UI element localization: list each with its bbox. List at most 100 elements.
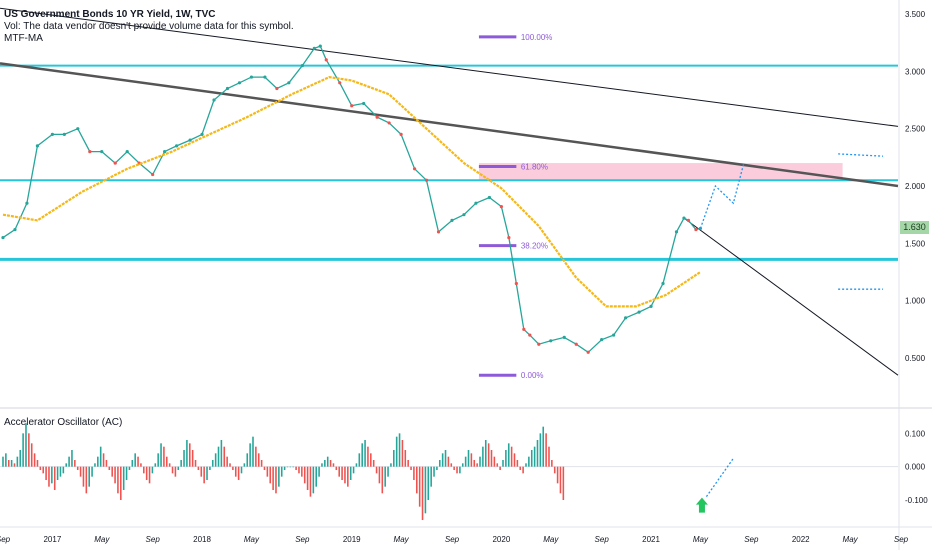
- price-point[interactable]: [275, 86, 279, 91]
- oscillator-title[interactable]: Accelerator Oscillator (AC): [4, 417, 123, 428]
- osc-bar[interactable]: [545, 433, 547, 467]
- osc-bar[interactable]: [490, 450, 493, 467]
- osc-bar[interactable]: [318, 466, 320, 477]
- osc-bar[interactable]: [315, 466, 318, 487]
- projection-path[interactable]: [699, 162, 745, 229]
- osc-bar[interactable]: [71, 450, 73, 467]
- osc-bar[interactable]: [393, 450, 395, 467]
- osc-bar[interactable]: [125, 466, 128, 480]
- osc-bar[interactable]: [128, 466, 131, 470]
- osc-bar[interactable]: [2, 456, 4, 467]
- price-point[interactable]: [686, 218, 691, 222]
- osc-bar[interactable]: [542, 426, 545, 467]
- osc-bar[interactable]: [487, 443, 490, 467]
- price-point[interactable]: [600, 338, 604, 342]
- osc-bar[interactable]: [464, 456, 467, 467]
- osc-bar[interactable]: [295, 466, 297, 470]
- osc-bar[interactable]: [528, 456, 530, 467]
- osc-bar[interactable]: [157, 453, 159, 467]
- osc-bar[interactable]: [301, 466, 303, 477]
- osc-bar[interactable]: [476, 463, 478, 467]
- osc-bar[interactable]: [361, 443, 363, 467]
- osc-bar[interactable]: [114, 466, 116, 484]
- osc-bar[interactable]: [447, 456, 450, 467]
- osc-bar[interactable]: [33, 453, 36, 467]
- price-point[interactable]: [474, 201, 478, 205]
- osc-bar[interactable]: [358, 453, 361, 467]
- price-point[interactable]: [212, 98, 216, 102]
- osc-bar[interactable]: [536, 440, 539, 467]
- osc-bar[interactable]: [482, 446, 484, 467]
- osc-bar[interactable]: [378, 466, 381, 484]
- osc-bar[interactable]: [252, 436, 254, 467]
- price-point[interactable]: [175, 144, 179, 148]
- osc-bar[interactable]: [335, 466, 338, 470]
- osc-bar[interactable]: [349, 466, 352, 480]
- osc-bar[interactable]: [177, 466, 180, 470]
- osc-bar[interactable]: [13, 463, 16, 467]
- osc-bar[interactable]: [522, 466, 524, 474]
- osc-bar[interactable]: [329, 460, 332, 467]
- osc-bar[interactable]: [418, 466, 421, 507]
- osc-bar[interactable]: [255, 446, 257, 467]
- osc-bar[interactable]: [165, 456, 168, 467]
- osc-bar[interactable]: [143, 466, 145, 474]
- osc-bar[interactable]: [370, 453, 372, 467]
- osc-bar[interactable]: [548, 446, 550, 467]
- osc-bar[interactable]: [562, 466, 565, 500]
- osc-bar[interactable]: [260, 460, 263, 467]
- osc-bar[interactable]: [453, 466, 455, 470]
- osc-bar[interactable]: [16, 456, 19, 467]
- osc-bar[interactable]: [459, 466, 461, 474]
- price-point[interactable]: [507, 236, 511, 240]
- price-point[interactable]: [462, 213, 466, 217]
- osc-bar[interactable]: [372, 460, 375, 467]
- osc-bar[interactable]: [551, 460, 553, 467]
- osc-bar[interactable]: [516, 460, 519, 467]
- osc-bar[interactable]: [303, 466, 306, 484]
- price-point[interactable]: [13, 227, 17, 232]
- osc-bar[interactable]: [171, 466, 174, 474]
- price-point[interactable]: [694, 227, 698, 232]
- osc-bar[interactable]: [407, 460, 409, 467]
- osc-bar[interactable]: [424, 466, 427, 514]
- price-point[interactable]: [522, 327, 526, 331]
- osc-bar[interactable]: [22, 433, 24, 467]
- osc-bar[interactable]: [416, 466, 418, 494]
- osc-bar[interactable]: [53, 466, 56, 490]
- osc-bar[interactable]: [283, 466, 286, 470]
- trend-line[interactable]: [0, 7, 899, 127]
- osc-bar[interactable]: [430, 466, 432, 487]
- osc-bar[interactable]: [338, 466, 340, 477]
- price-point[interactable]: [549, 339, 553, 343]
- osc-bar[interactable]: [99, 446, 102, 467]
- osc-bar[interactable]: [148, 466, 151, 484]
- osc-bar[interactable]: [211, 460, 214, 467]
- osc-bar[interactable]: [186, 440, 188, 467]
- price-point[interactable]: [424, 178, 429, 182]
- osc-bar[interactable]: [292, 466, 295, 468]
- price-point[interactable]: [586, 350, 590, 354]
- osc-bar[interactable]: [10, 460, 13, 467]
- osc-bar[interactable]: [539, 433, 542, 467]
- osc-bar[interactable]: [519, 466, 522, 470]
- osc-bar[interactable]: [347, 466, 349, 487]
- osc-bar[interactable]: [502, 460, 504, 467]
- osc-bar[interactable]: [332, 463, 335, 467]
- osc-bar[interactable]: [88, 466, 90, 487]
- osc-bar[interactable]: [507, 443, 510, 467]
- osc-bar[interactable]: [229, 463, 231, 467]
- osc-bar[interactable]: [433, 466, 435, 477]
- osc-bar[interactable]: [226, 456, 228, 467]
- price-point[interactable]: [300, 64, 304, 68]
- price-point[interactable]: [76, 127, 80, 131]
- osc-bar[interactable]: [278, 466, 280, 487]
- osc-bar[interactable]: [111, 466, 113, 477]
- osc-bar[interactable]: [249, 443, 251, 467]
- osc-bar[interactable]: [102, 453, 105, 467]
- price-point[interactable]: [399, 132, 403, 136]
- price-point[interactable]: [35, 144, 40, 148]
- osc-bar[interactable]: [280, 466, 283, 477]
- osc-bar[interactable]: [42, 466, 45, 474]
- price-point[interactable]: [312, 46, 316, 51]
